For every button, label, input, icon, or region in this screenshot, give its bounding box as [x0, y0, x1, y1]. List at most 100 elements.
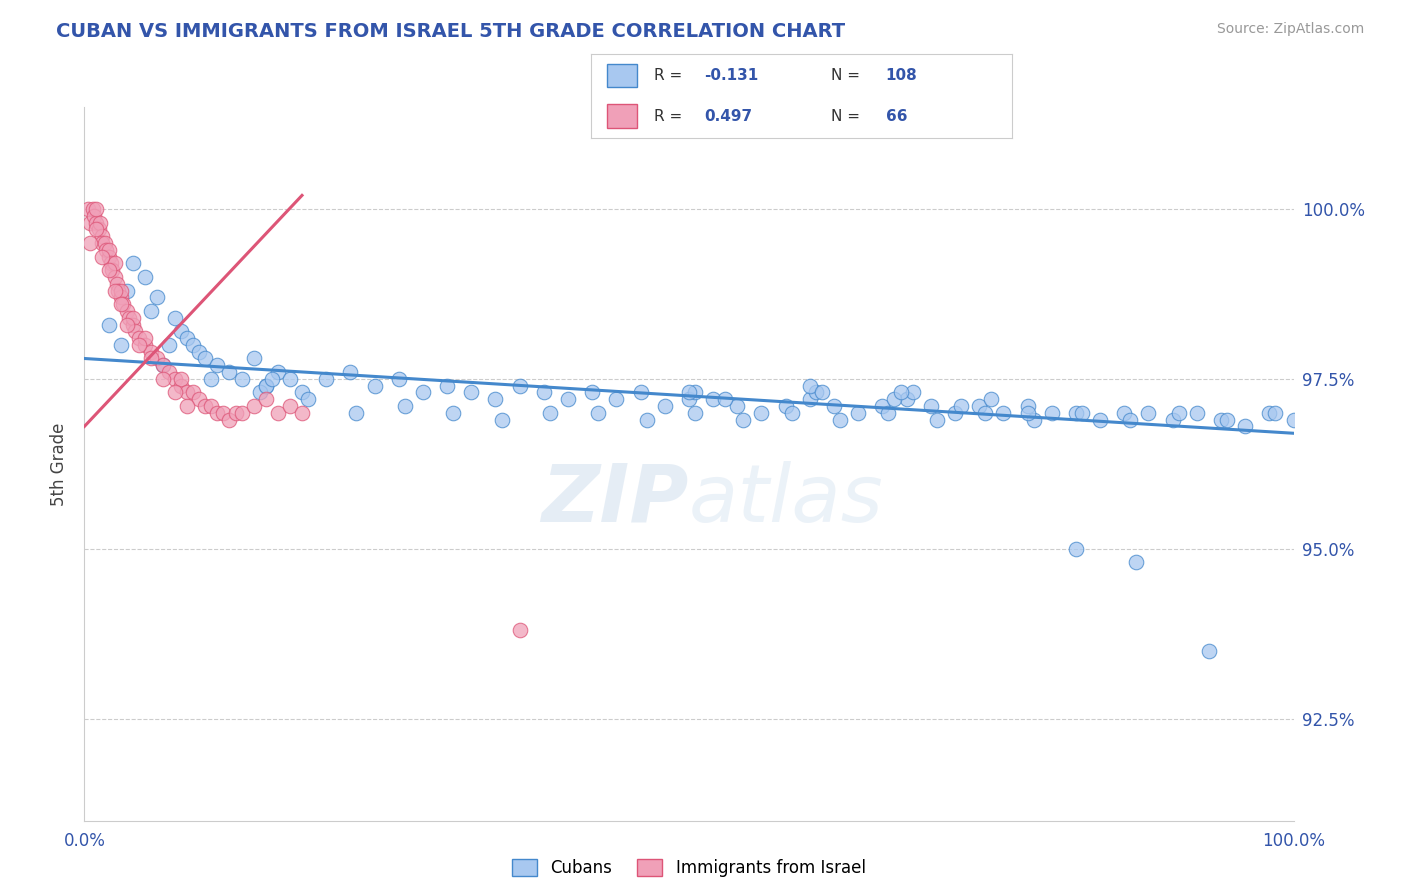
Point: [115, 304, 138, 318]
Point: [1040, 406, 1063, 420]
Point: [139, 344, 162, 359]
Point: [460, 385, 482, 400]
Point: [896, 392, 918, 407]
Point: [157, 365, 180, 379]
Point: [980, 392, 1002, 407]
Point: [872, 399, 894, 413]
Point: [678, 392, 700, 407]
Point: [176, 385, 198, 400]
Point: [254, 378, 277, 392]
FancyBboxPatch shape: [607, 63, 637, 87]
Point: [110, 297, 132, 311]
Point: [170, 378, 193, 392]
Point: [249, 385, 271, 400]
Point: [1017, 399, 1039, 413]
Point: [176, 331, 198, 345]
Point: [1216, 412, 1239, 426]
Point: [297, 392, 319, 407]
Point: [605, 392, 627, 407]
FancyBboxPatch shape: [607, 104, 637, 128]
Point: [97, 250, 120, 264]
Text: -0.131: -0.131: [704, 68, 759, 83]
Point: [702, 392, 724, 407]
Point: [105, 277, 128, 291]
Point: [315, 372, 337, 386]
Point: [218, 365, 240, 379]
Point: [207, 359, 229, 373]
Point: [152, 372, 174, 386]
Point: [115, 284, 138, 298]
Point: [121, 256, 143, 270]
Point: [678, 385, 700, 400]
Point: [1167, 406, 1189, 420]
Point: [654, 399, 676, 413]
Point: [112, 297, 135, 311]
Point: [83, 209, 105, 223]
Point: [87, 222, 110, 236]
Point: [86, 216, 108, 230]
Point: [890, 385, 912, 400]
Point: [883, 392, 905, 407]
Point: [278, 399, 301, 413]
Point: [1234, 419, 1257, 434]
Point: [1088, 412, 1111, 426]
Point: [630, 385, 652, 400]
Point: [811, 385, 834, 400]
Point: [267, 406, 290, 420]
Point: [1282, 412, 1305, 426]
Point: [877, 406, 900, 420]
Point: [86, 222, 108, 236]
Point: [799, 392, 821, 407]
Text: 108: 108: [886, 68, 918, 83]
Point: [225, 406, 247, 420]
Point: [194, 351, 217, 366]
Point: [799, 378, 821, 392]
Point: [291, 385, 314, 400]
Point: [254, 392, 277, 407]
Point: [974, 406, 997, 420]
Point: [267, 365, 290, 379]
Point: [388, 372, 411, 386]
Point: [110, 338, 132, 352]
Point: [152, 359, 174, 373]
Point: [86, 202, 108, 216]
Point: [943, 406, 966, 420]
Point: [97, 243, 120, 257]
Point: [97, 318, 120, 332]
Point: [823, 399, 845, 413]
Point: [107, 284, 129, 298]
Text: 0.497: 0.497: [704, 109, 752, 124]
Point: [509, 378, 531, 392]
Point: [967, 399, 990, 413]
Point: [950, 399, 973, 413]
Point: [170, 324, 193, 338]
Text: CUBAN VS IMMIGRANTS FROM ISRAEL 5TH GRADE CORRELATION CHART: CUBAN VS IMMIGRANTS FROM ISRAEL 5TH GRAD…: [56, 22, 845, 41]
Point: [484, 392, 506, 407]
Point: [118, 310, 141, 325]
Point: [538, 406, 561, 420]
Point: [200, 372, 222, 386]
Point: [128, 331, 150, 345]
Point: [557, 392, 579, 407]
Point: [436, 378, 458, 392]
Point: [491, 412, 513, 426]
Point: [231, 372, 253, 386]
Point: [157, 338, 180, 352]
Point: [188, 344, 211, 359]
Point: [412, 385, 434, 400]
Point: [291, 406, 314, 420]
Point: [188, 392, 211, 407]
Point: [254, 378, 277, 392]
Point: [82, 202, 104, 216]
Point: [925, 412, 948, 426]
Point: [533, 385, 555, 400]
Point: [91, 250, 114, 264]
Text: N =: N =: [831, 68, 865, 83]
Point: [1161, 412, 1184, 426]
Point: [181, 385, 204, 400]
Point: [1064, 541, 1087, 556]
Point: [104, 269, 127, 284]
Point: [94, 243, 117, 257]
Text: R =: R =: [654, 68, 688, 83]
Point: [509, 624, 531, 638]
